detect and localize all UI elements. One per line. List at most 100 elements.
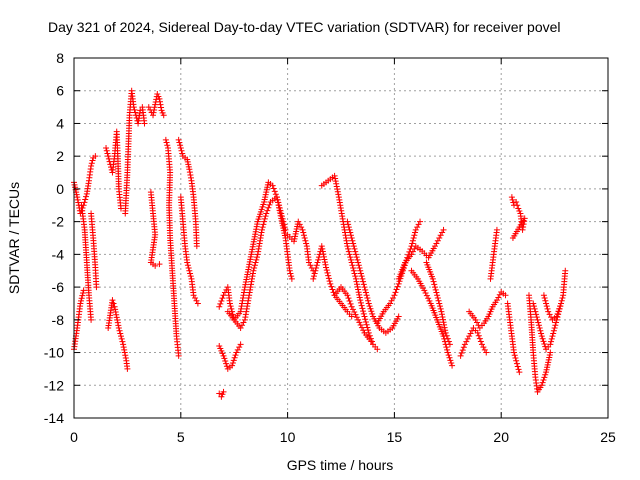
data-point xyxy=(426,297,433,304)
data-point xyxy=(352,311,359,318)
data-point xyxy=(353,314,360,321)
data-point xyxy=(493,297,500,304)
data-point xyxy=(274,199,281,206)
data-point xyxy=(321,259,328,266)
x-tick-label: 15 xyxy=(387,429,403,445)
data-point xyxy=(323,267,330,274)
data-point xyxy=(357,322,364,329)
data-point xyxy=(177,145,184,151)
data-point xyxy=(441,321,448,328)
data-point xyxy=(357,267,364,274)
data-point xyxy=(348,313,355,320)
data-point xyxy=(88,316,95,323)
data-point xyxy=(130,104,137,111)
data-point xyxy=(439,316,446,323)
data-point xyxy=(187,270,194,277)
data-point xyxy=(327,280,334,287)
data-point xyxy=(409,248,416,255)
data-point xyxy=(355,262,362,269)
data-point xyxy=(369,310,376,317)
data-point xyxy=(516,369,523,376)
data-point xyxy=(352,275,359,282)
data-point xyxy=(186,169,193,176)
data-point xyxy=(121,349,128,356)
data-point xyxy=(177,142,184,149)
data-point xyxy=(261,215,268,222)
data-point xyxy=(350,240,357,247)
data-point xyxy=(261,218,268,225)
data-point xyxy=(538,333,545,340)
data-point xyxy=(412,229,419,236)
data-point xyxy=(218,298,225,304)
data-point xyxy=(439,313,446,320)
data-point xyxy=(496,291,503,298)
data-point xyxy=(435,297,442,304)
plot-frame xyxy=(73,57,609,419)
data-point xyxy=(345,221,352,228)
data-point xyxy=(346,298,353,304)
data-point xyxy=(351,308,358,315)
data-point xyxy=(319,245,326,252)
data-point xyxy=(348,235,355,241)
x-tick-label: 20 xyxy=(493,429,509,445)
data-point xyxy=(75,199,82,206)
data-point xyxy=(322,261,329,268)
data-point xyxy=(352,273,359,280)
data-point xyxy=(228,305,235,312)
data-point xyxy=(349,237,356,244)
data-point xyxy=(229,362,236,369)
series-arc-ad xyxy=(508,194,528,241)
data-point xyxy=(187,174,194,181)
data-point xyxy=(533,311,540,318)
data-point xyxy=(325,275,332,282)
data-point xyxy=(276,204,283,211)
data-points xyxy=(71,87,569,400)
data-point xyxy=(556,305,563,312)
data-point xyxy=(77,300,84,307)
data-point xyxy=(508,194,515,201)
data-point xyxy=(79,289,86,296)
data-point xyxy=(446,354,453,361)
series-arc-ab xyxy=(487,226,500,282)
data-point xyxy=(233,349,240,356)
data-point xyxy=(553,319,560,326)
data-point xyxy=(263,210,270,217)
data-point xyxy=(414,224,421,231)
data-point xyxy=(531,305,538,312)
data-point xyxy=(273,194,280,201)
data-point xyxy=(307,262,314,269)
data-point xyxy=(541,341,548,348)
data-point xyxy=(409,237,416,244)
y-tick-label: -4 xyxy=(52,246,65,262)
data-point xyxy=(360,310,367,317)
data-point xyxy=(515,366,522,373)
data-point xyxy=(356,265,363,271)
data-point xyxy=(559,295,566,301)
data-point xyxy=(463,338,470,345)
data-point xyxy=(83,193,90,200)
data-point xyxy=(417,218,424,225)
data-point xyxy=(548,335,555,342)
x-axis-label: GPS time / hours xyxy=(287,457,394,473)
data-point xyxy=(286,267,293,274)
data-point xyxy=(393,286,400,293)
data-point xyxy=(176,139,183,146)
data-point xyxy=(349,262,356,269)
data-point xyxy=(514,363,521,370)
data-point xyxy=(103,145,110,151)
data-point xyxy=(175,136,182,143)
x-tick-label: 25 xyxy=(600,429,616,445)
data-point xyxy=(217,300,224,307)
data-point xyxy=(434,237,441,244)
data-point xyxy=(514,202,521,209)
data-point xyxy=(74,194,81,201)
data-point xyxy=(312,267,319,274)
data-point xyxy=(345,248,352,255)
data-point xyxy=(220,388,227,395)
data-point xyxy=(354,283,361,290)
data-point xyxy=(440,226,447,233)
data-point xyxy=(552,322,559,329)
data-point xyxy=(344,243,351,250)
data-point xyxy=(345,295,352,302)
data-point xyxy=(448,360,455,367)
